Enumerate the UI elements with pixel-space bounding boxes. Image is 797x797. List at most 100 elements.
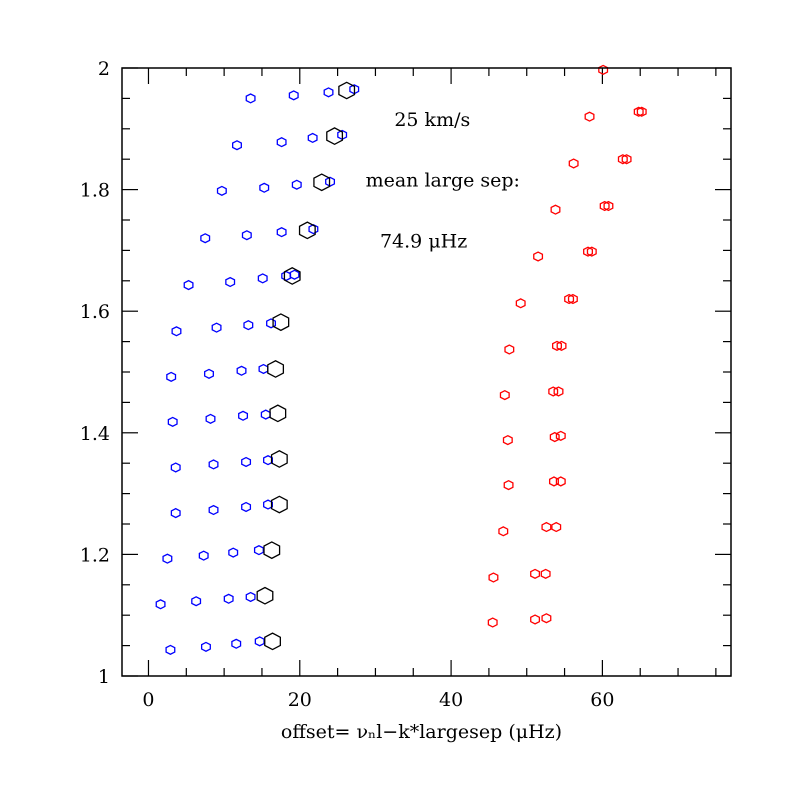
large-hexagon-point bbox=[283, 267, 301, 285]
hexagon-point bbox=[155, 599, 166, 610]
hexagon-point bbox=[208, 504, 219, 516]
hexagon-point bbox=[253, 545, 264, 556]
hexagon-point bbox=[584, 111, 595, 122]
hexagon-point bbox=[289, 269, 300, 280]
hexagon-point bbox=[530, 614, 541, 625]
hexagon-point bbox=[231, 638, 242, 649]
hexagon-point bbox=[504, 344, 515, 355]
hexagon-point bbox=[598, 64, 609, 75]
hexagon-point bbox=[266, 318, 277, 329]
plot-frame bbox=[121, 67, 732, 677]
hexagon-point bbox=[225, 276, 236, 288]
hexagon-point bbox=[583, 246, 593, 257]
hexagon-point bbox=[228, 547, 239, 558]
hexagon-point bbox=[636, 106, 647, 117]
hexagon-point bbox=[223, 593, 234, 604]
hexagon-point bbox=[241, 456, 252, 468]
hexagon-point bbox=[533, 251, 544, 262]
x-axis-label: offset= νₙl−k*largesep (μHz) bbox=[281, 721, 562, 743]
hexagon-point bbox=[488, 572, 499, 583]
large-hexagon-point bbox=[256, 586, 274, 605]
hexagon-point bbox=[245, 591, 256, 603]
hexagon-point bbox=[211, 322, 222, 333]
data-points bbox=[155, 64, 647, 655]
tick-labels: 0 20 40 60 1 1.2 1.4 1.6 1.8 2 bbox=[80, 58, 615, 711]
annotation-text: 74.9 μHz bbox=[380, 230, 467, 252]
hexagon-point bbox=[263, 499, 273, 510]
x-tick-label: 40 bbox=[439, 689, 463, 711]
hexagon-point bbox=[258, 363, 269, 375]
hexagon-point bbox=[323, 87, 334, 98]
hexagon-point bbox=[291, 179, 302, 190]
hexagon-point bbox=[165, 644, 176, 655]
hexagon-point bbox=[568, 158, 579, 169]
hexagon-point bbox=[633, 106, 644, 117]
hexagon-point bbox=[288, 90, 299, 101]
hexagon-point bbox=[167, 416, 178, 427]
hexagon-point bbox=[541, 521, 552, 533]
hexagon-point bbox=[603, 200, 614, 212]
hexagon-point bbox=[254, 636, 265, 647]
large-hexagon-point bbox=[270, 450, 288, 468]
hexagon-point bbox=[541, 613, 552, 624]
hexagon-point bbox=[241, 230, 252, 241]
x-tick-label: 20 bbox=[288, 689, 312, 711]
annotation-text: mean large sep: bbox=[366, 170, 520, 192]
hexagon-point bbox=[586, 246, 597, 257]
hexagon-point bbox=[564, 293, 575, 305]
hexagon-point bbox=[567, 293, 578, 305]
large-hexagon-point bbox=[270, 495, 288, 514]
hexagon-point bbox=[530, 568, 541, 579]
y-tick-label: 1.2 bbox=[80, 544, 110, 566]
hexagon-point bbox=[498, 526, 509, 537]
large-hexagon-point bbox=[313, 173, 331, 192]
hexagon-point bbox=[170, 507, 181, 519]
hexagon-point bbox=[308, 223, 319, 235]
hexagon-point bbox=[548, 386, 559, 397]
hexagon-point bbox=[183, 279, 194, 291]
hexagon-point bbox=[216, 185, 227, 196]
hexagon-point bbox=[200, 641, 211, 652]
hexagon-point bbox=[238, 410, 249, 421]
hexagon-point bbox=[191, 596, 202, 607]
hexagon-point bbox=[556, 340, 567, 351]
large-hexagon-point bbox=[326, 127, 344, 146]
hexagon-point bbox=[236, 365, 247, 376]
hexagon-point bbox=[276, 137, 287, 148]
hexagon-point bbox=[555, 430, 566, 441]
x-tick-label: 60 bbox=[590, 689, 614, 711]
hexagon-point bbox=[259, 182, 270, 193]
hexagon-point bbox=[162, 553, 173, 564]
hexagon-point bbox=[548, 476, 559, 487]
hexagon-point bbox=[551, 521, 562, 533]
hexagon-point bbox=[540, 568, 551, 579]
large-hexagon-point bbox=[272, 313, 290, 332]
hexagon-point bbox=[232, 140, 242, 151]
hexagon-point bbox=[617, 154, 628, 165]
hexagon-point bbox=[166, 371, 177, 382]
hexagon-point bbox=[171, 326, 182, 337]
axis-ticks bbox=[122, 67, 731, 677]
y-tick-label: 1.4 bbox=[80, 423, 110, 445]
x-tick-label: 0 bbox=[142, 689, 154, 711]
y-tick-label: 1.8 bbox=[80, 180, 110, 202]
hexagon-point bbox=[170, 462, 181, 473]
large-hexagon-point bbox=[263, 541, 281, 560]
hexagon-point bbox=[200, 233, 211, 244]
hexagon-point bbox=[205, 413, 216, 424]
hexagon-point bbox=[599, 200, 610, 212]
hexagon-point bbox=[553, 386, 564, 397]
large-hexagon-point bbox=[267, 360, 285, 378]
large-hexagon-point bbox=[298, 221, 316, 240]
hexagon-point bbox=[260, 409, 271, 420]
hexagon-point bbox=[204, 368, 214, 379]
large-hexagon-point bbox=[338, 81, 356, 100]
hexagon-point bbox=[550, 204, 561, 215]
hexagon-point bbox=[243, 320, 254, 331]
annotation-text: 25 km/s bbox=[394, 109, 470, 131]
hexagon-point bbox=[502, 434, 513, 446]
hexagon-point bbox=[515, 298, 526, 309]
hexagon-point bbox=[257, 273, 268, 284]
hexagon-point bbox=[499, 389, 510, 401]
